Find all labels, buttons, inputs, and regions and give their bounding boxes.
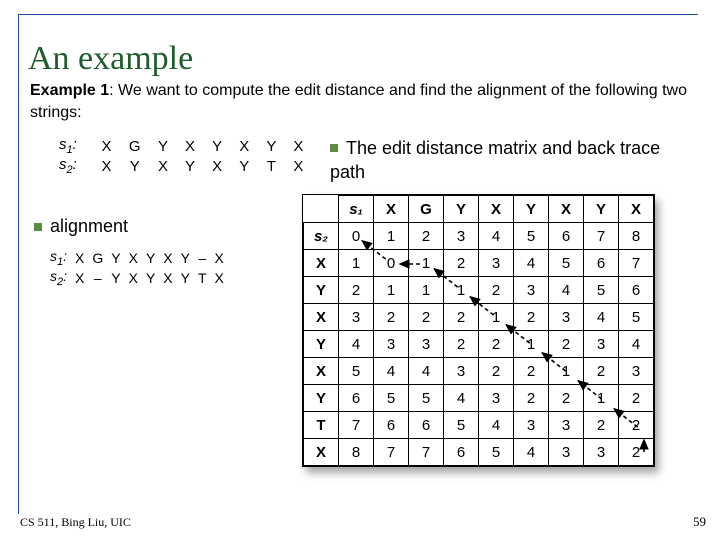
s1-row: s1: XGYXYXYX	[54, 136, 312, 156]
align-s2-row: s2: X–YXYXYTX	[46, 268, 228, 288]
bullet-matrix: The edit distance matrix and back trace …	[330, 136, 680, 185]
distance-matrix: s₁ XGYXYXYX s₂ 012345678 X101234567 Y211…	[302, 194, 655, 467]
example-text: Example 1: We want to compute the edit d…	[30, 80, 690, 125]
matrix-s2-header: s₂	[304, 223, 339, 250]
bullet-icon	[330, 144, 338, 152]
align-s1-row: s1: XGYXYXY–X	[46, 248, 228, 268]
bullet-alignment-text: alignment	[50, 216, 128, 236]
slide-title: An example	[28, 40, 193, 78]
example-rest: : We want to compute the edit distance a…	[30, 82, 687, 121]
bullet-matrix-text: The edit distance matrix and back trace …	[330, 138, 660, 182]
footer-text: CS 511, Bing Liu, UIC	[20, 515, 131, 530]
example-bold: Example 1	[30, 82, 109, 99]
s2-row: s2: XYXYXYTX	[54, 156, 312, 176]
input-strings: s1: XGYXYXYX s2: XYXYXYTX	[54, 136, 312, 176]
bullet-icon	[34, 223, 42, 231]
page-number: 59	[693, 514, 706, 530]
alignment-table: s1: XGYXYXY–X s2: X–YXYXYTX	[46, 248, 228, 288]
bullet-alignment: alignment	[34, 216, 128, 237]
matrix-table: s₁ XGYXYXYX s₂ 012345678 X101234567 Y211…	[303, 195, 654, 466]
matrix-s1-header: s₁	[339, 196, 374, 223]
